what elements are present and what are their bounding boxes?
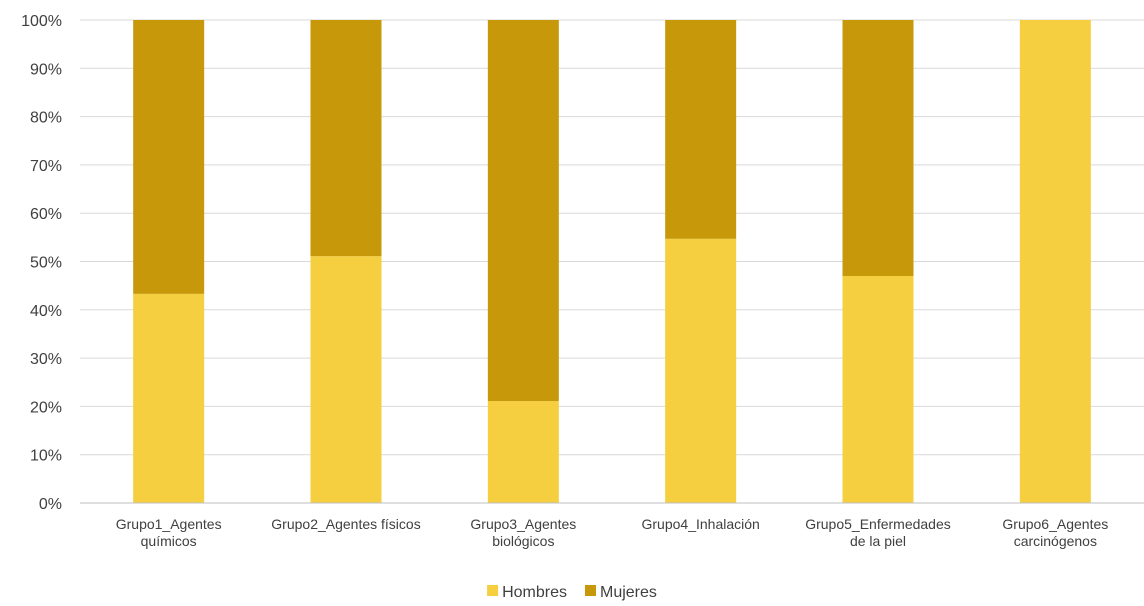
- bar-segment-hombres: [487, 401, 559, 503]
- bar-segment-mujeres: [310, 20, 382, 257]
- y-tick-label: 10%: [30, 448, 62, 465]
- x-tick-label: Grupo3_Agentes biológicos: [470, 516, 576, 549]
- legend: Hombres Mujeres: [487, 584, 657, 601]
- x-axis-tick-labels: Grupo1_Agentes químicos Grupo2_Agentes fís…: [116, 516, 1109, 549]
- bar-segment-hombres: [1019, 20, 1091, 503]
- bar-segment-hombres: [842, 275, 914, 503]
- legend-swatch-mujeres: [585, 585, 596, 596]
- y-tick-label: 40%: [30, 303, 62, 320]
- y-tick-label: 70%: [30, 158, 62, 175]
- gridlines: [80, 19, 1144, 456]
- x-tick-label: Grupo2_Agentes físicos: [271, 516, 420, 532]
- x-tick-label: Grupo4_Inhalación: [642, 516, 760, 532]
- y-tick-label: 100%: [21, 13, 62, 30]
- y-tick-label: 60%: [30, 206, 62, 223]
- bars: [133, 20, 1091, 503]
- bar-segment-mujeres: [665, 20, 737, 239]
- bar-segment-mujeres: [487, 20, 559, 402]
- y-tick-label: 90%: [30, 61, 62, 78]
- legend-swatch-hombres: [487, 585, 499, 596]
- y-tick-label: 20%: [30, 399, 62, 416]
- y-tick-label: 30%: [30, 351, 62, 368]
- bar-segment-hombres: [665, 238, 737, 503]
- y-axis-tick-labels: 0% 10% 20% 30% 40% 50% 60% 70% 80% 90% 100%: [21, 13, 62, 513]
- bar-segment-hombres: [133, 293, 205, 503]
- x-tick-label: Grupo6_Agentes carcinógenos: [1002, 516, 1108, 549]
- bar-segment-mujeres: [842, 20, 914, 276]
- legend-label-mujeres: Mujeres: [600, 584, 657, 601]
- y-tick-label: 50%: [30, 255, 62, 272]
- y-tick-label: 80%: [30, 110, 62, 127]
- legend-label-hombres: Hombres: [502, 584, 567, 601]
- bar-segment-mujeres: [133, 20, 205, 294]
- y-tick-label: 0%: [39, 496, 62, 513]
- x-tick-label: Grupo5_Enfermedades de la piel: [805, 516, 951, 549]
- bar-segment-hombres: [310, 256, 382, 503]
- x-tick-label: Grupo1_Agentes químicos: [116, 516, 222, 549]
